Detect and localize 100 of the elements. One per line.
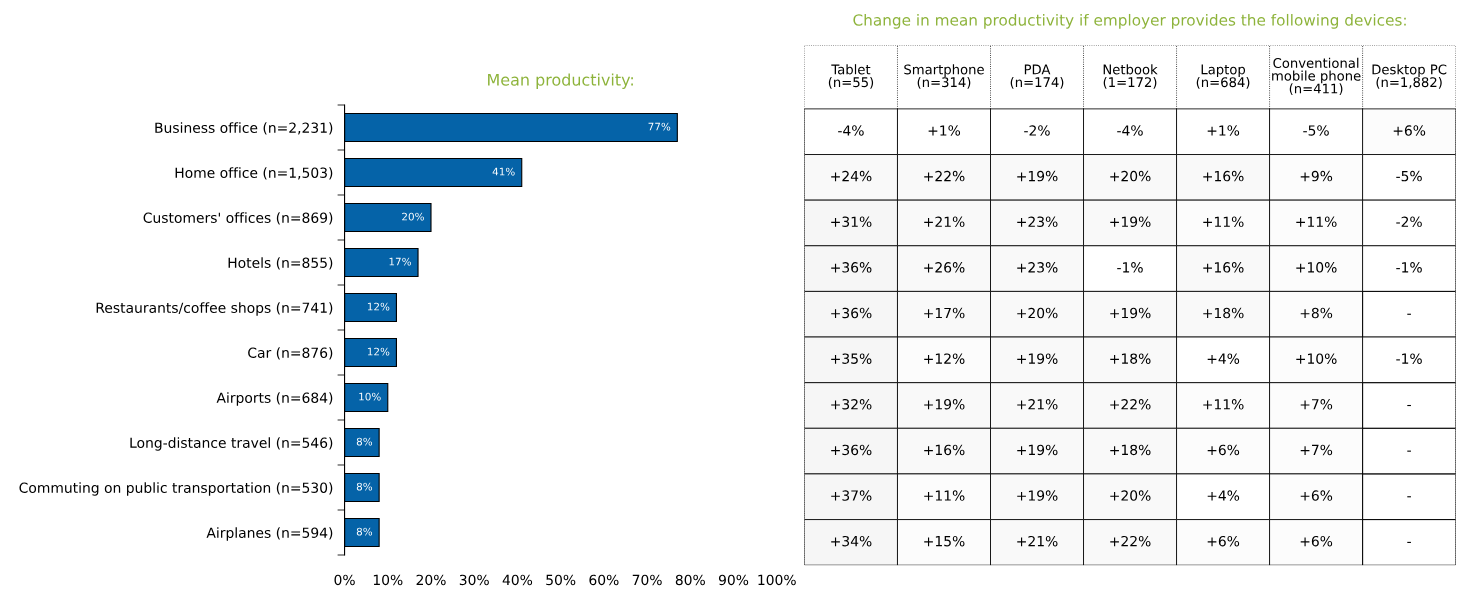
data-label: 12% bbox=[367, 347, 390, 356]
x-tick-label: 60% bbox=[589, 574, 619, 586]
data-label: -1% bbox=[1117, 262, 1143, 273]
data-label: +37% bbox=[831, 490, 872, 501]
data-label: +32% bbox=[831, 399, 872, 410]
data-label: +19% bbox=[1017, 490, 1058, 501]
data-label: +36% bbox=[831, 444, 872, 456]
data-label: +24% bbox=[831, 170, 872, 182]
data-label: +11% bbox=[1203, 216, 1244, 227]
data-label: +19% bbox=[1110, 307, 1151, 319]
x-tick-label: 100% bbox=[758, 574, 796, 586]
data-label: 8% bbox=[356, 482, 373, 491]
data-label: +31% bbox=[831, 216, 872, 227]
data-label: +1% bbox=[928, 125, 961, 136]
y-tick-label: Customers' offices (n=869) bbox=[143, 212, 333, 225]
data-label: +10% bbox=[1296, 262, 1337, 273]
data-label: +18% bbox=[1110, 353, 1151, 364]
data-label: +12% bbox=[924, 353, 965, 364]
data-label: +20% bbox=[1017, 307, 1058, 319]
data-label: +16% bbox=[924, 444, 965, 456]
y-tick-label: Airports (n=684) bbox=[216, 392, 333, 406]
x-tick-label: 90% bbox=[718, 574, 749, 586]
x-tick-label: 0% bbox=[334, 574, 355, 586]
data-label: 77% bbox=[648, 122, 671, 131]
x-tick-label: 50% bbox=[546, 574, 576, 586]
data-label: +18% bbox=[1110, 444, 1151, 456]
data-label: +18% bbox=[1203, 307, 1244, 319]
data-label: 12% bbox=[367, 302, 390, 311]
data-label: -2% bbox=[1024, 125, 1050, 136]
y-tick-label: Home office (n=1,503) bbox=[175, 167, 333, 180]
data-label: -1% bbox=[1396, 353, 1422, 364]
x-tick-label: PDA (n=174) bbox=[1010, 64, 1064, 89]
data-label: +36% bbox=[831, 262, 872, 273]
data-label: +21% bbox=[1017, 399, 1058, 410]
data-label: +16% bbox=[1203, 262, 1244, 273]
x-tick-label: 80% bbox=[675, 574, 705, 586]
data-label: +7% bbox=[1300, 444, 1333, 456]
data-label: +35% bbox=[831, 353, 872, 364]
data-label: +8% bbox=[1300, 307, 1333, 319]
y-tick-label: Hotels (n=855) bbox=[228, 257, 333, 270]
x-tick-label: Netbook (1=172) bbox=[1103, 64, 1158, 89]
data-label: +19% bbox=[1017, 444, 1058, 456]
data-label: +6% bbox=[1300, 535, 1333, 547]
data-label: +19% bbox=[924, 399, 965, 410]
y-tick-label: Car (n=876) bbox=[248, 347, 333, 360]
data-label: +1% bbox=[1207, 125, 1240, 136]
data-label: +19% bbox=[1017, 353, 1058, 364]
data-label: +11% bbox=[1296, 216, 1337, 227]
data-label: -1% bbox=[1396, 262, 1422, 273]
data-label: +6% bbox=[1300, 490, 1333, 501]
x-tick-label: 10% bbox=[373, 574, 403, 586]
data-label: +9% bbox=[1300, 170, 1333, 182]
x-tick-label: 70% bbox=[632, 574, 662, 586]
data-label: +16% bbox=[1203, 170, 1244, 182]
data-label: +7% bbox=[1300, 399, 1333, 410]
x-tick-label: Conventional mobile phone (n=411) bbox=[1272, 57, 1361, 96]
data-label: +6% bbox=[1207, 535, 1240, 547]
data-label: +23% bbox=[1017, 262, 1058, 273]
data-label: 8% bbox=[356, 437, 373, 446]
x-tick-label: Tablet (n=55) bbox=[828, 64, 874, 89]
data-label: +11% bbox=[1203, 399, 1244, 410]
data-label: -5% bbox=[1303, 125, 1329, 136]
x-tick-label: Desktop PC (n=1,882) bbox=[1372, 64, 1447, 89]
data-label: +34% bbox=[831, 535, 872, 547]
data-label: 8% bbox=[356, 527, 373, 536]
data-label: 41% bbox=[492, 167, 515, 176]
x-tick-label: 40% bbox=[502, 574, 533, 586]
data-label: +10% bbox=[1296, 353, 1337, 364]
data-label: +26% bbox=[924, 262, 965, 273]
data-label: 10% bbox=[359, 392, 381, 401]
data-label: +21% bbox=[1017, 535, 1058, 547]
chart-title: Mean productivity: bbox=[488, 73, 633, 89]
data-label: -4% bbox=[1117, 125, 1143, 136]
data-label: +6% bbox=[1207, 444, 1240, 456]
data-label: +4% bbox=[1207, 353, 1240, 364]
data-label: +22% bbox=[1110, 535, 1151, 547]
data-label: +22% bbox=[924, 170, 965, 182]
data-label: +19% bbox=[1017, 170, 1058, 182]
data-label: +17% bbox=[924, 307, 965, 319]
data-label: +23% bbox=[1017, 216, 1058, 227]
data-label: +6% bbox=[1393, 125, 1426, 136]
text: - bbox=[1407, 404, 1411, 407]
y-tick-label: Airplanes (n=594) bbox=[206, 527, 333, 541]
data-label: -4% bbox=[838, 125, 864, 136]
x-tick-label: 30% bbox=[459, 574, 489, 586]
data-label: +20% bbox=[1110, 170, 1151, 182]
x-tick-label: Laptop (n=684) bbox=[1196, 64, 1250, 89]
data-label: +15% bbox=[924, 535, 965, 547]
text: - bbox=[1407, 450, 1411, 452]
text: - bbox=[1407, 541, 1411, 543]
data-label: 20% bbox=[402, 212, 424, 221]
data-label: +19% bbox=[1110, 216, 1151, 227]
x-tick-label: 20% bbox=[416, 574, 446, 586]
data-label: +4% bbox=[1207, 490, 1240, 501]
y-tick-label: Business office (n=2,231) bbox=[155, 122, 333, 135]
x-tick-label: Smartphone (n=314) bbox=[904, 64, 984, 89]
data-label: +22% bbox=[1110, 399, 1151, 410]
y-tick-label: Commuting on public transportation (n=530) bbox=[19, 482, 333, 496]
data-label: -2% bbox=[1396, 216, 1422, 227]
data-label: +21% bbox=[924, 216, 965, 227]
